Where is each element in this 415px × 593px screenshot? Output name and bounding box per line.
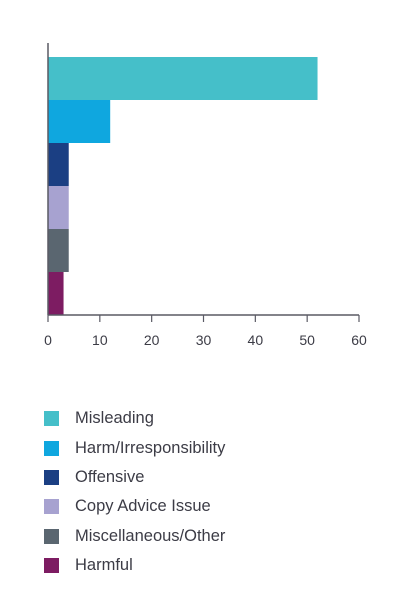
x-tick-label: 30 [196,332,212,348]
legend-item: Offensive [44,463,225,492]
bar-copy-advice-issue [48,186,69,229]
legend-label: Offensive [75,467,145,486]
legend-label: Harmful [75,556,133,575]
legend-swatch [44,528,59,544]
bar-harmful [48,272,64,315]
legend-item: Miscellaneous/Other [44,522,225,551]
x-tick-label: 20 [144,332,160,348]
legend-item: Misleading [44,404,225,433]
x-tick-label: 60 [351,332,367,348]
x-axis-ticks: 0 10 20 30 40 50 60 [44,315,367,348]
legend-item: Copy Advice Issue [44,492,225,521]
legend-label: Harm/Irresponsibility [75,438,226,457]
legend-swatch [44,499,59,515]
bar-chart: 0 10 20 30 40 50 60 [44,43,367,348]
bar-harm-irresponsibility [48,100,111,143]
legend-item: Harmful [44,551,225,580]
legend-label: Misleading [75,409,154,428]
bars-group [48,57,318,315]
legend-item: Harm/Irresponsibility [44,433,225,462]
legend-swatch [44,558,59,574]
x-tick-label: 0 [44,332,52,348]
x-tick-label: 50 [299,332,315,348]
bar-offensive [48,143,69,186]
x-tick-label: 40 [248,332,264,348]
legend-swatch [44,440,59,456]
bar-miscellaneous-other [48,229,69,272]
legend: Misleading Harm/Irresponsibility Offensive… [44,404,225,580]
legend-label: Copy Advice Issue [75,497,211,516]
legend-label: Miscellaneous/Other [75,526,226,545]
x-tick-label: 10 [92,332,108,348]
bar-misleading [48,57,318,100]
legend-swatch [44,411,59,427]
legend-swatch [44,469,59,485]
